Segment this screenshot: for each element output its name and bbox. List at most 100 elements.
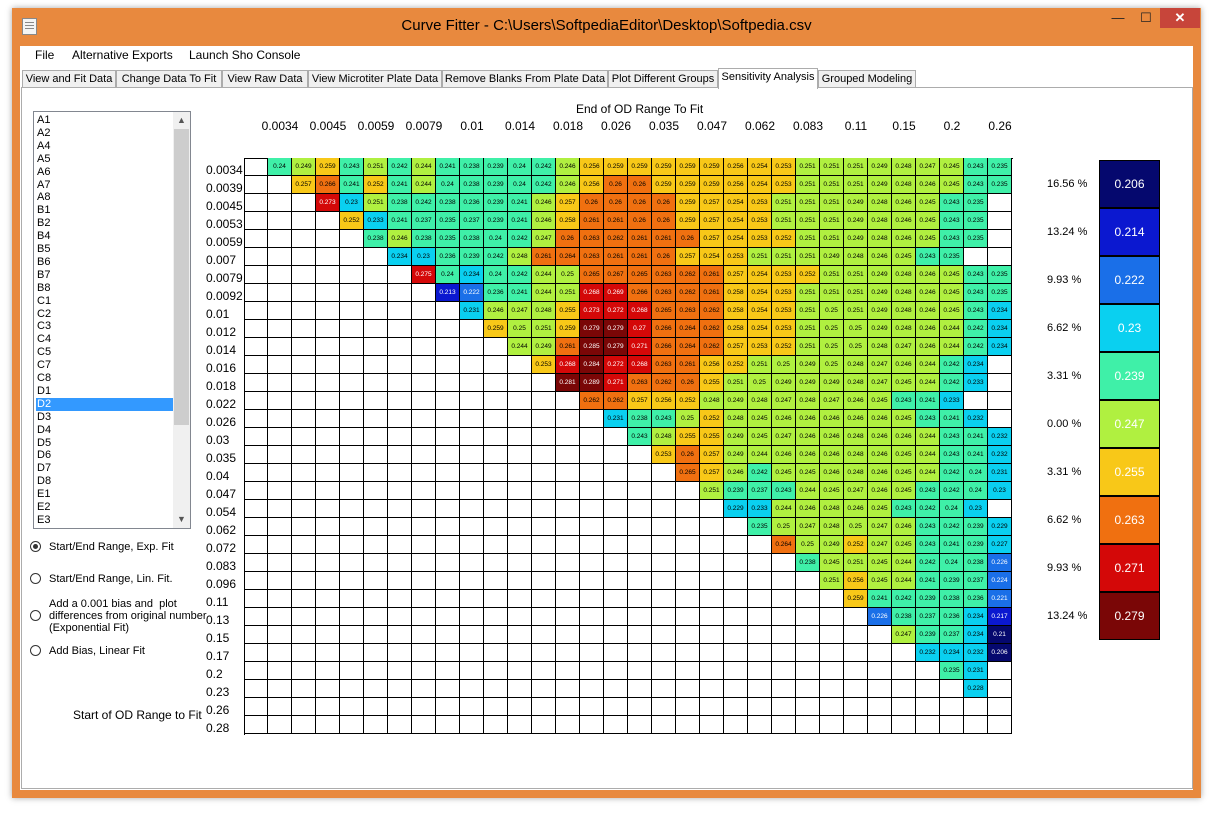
heatmap-cell xyxy=(316,338,340,356)
heatmap-cell xyxy=(652,500,676,518)
radio-dot-icon[interactable] xyxy=(30,573,41,584)
tab-remove-blanks[interactable]: Remove Blanks From Plate Data xyxy=(442,70,608,88)
list-item[interactable]: D3 xyxy=(37,410,52,423)
heatmap-cell xyxy=(244,320,268,338)
list-item[interactable]: C5 xyxy=(37,346,52,359)
radio-dot-icon[interactable] xyxy=(30,610,41,621)
heatmap-cell xyxy=(652,482,676,500)
radio-dot-icon[interactable] xyxy=(30,541,41,552)
well-listbox[interactable]: A1 A2 A4 A5 A6 A7 A8 B1 B2 B4 B5 B6 B7 B8 C1 C2 C3 C4 C5 C7… xyxy=(33,111,191,529)
heatmap-cell xyxy=(604,644,628,662)
heatmap-cell xyxy=(868,716,892,734)
heatmap-cell: 0.243 xyxy=(916,518,940,536)
list-item[interactable]: C7 xyxy=(37,359,52,372)
list-item[interactable]: C4 xyxy=(37,333,52,346)
row-tick-label: 0.0059 xyxy=(206,235,243,249)
heatmap-cell xyxy=(436,518,460,536)
radio-dot-icon[interactable] xyxy=(30,645,41,656)
tab-view-microtiter-plate-data[interactable]: View Microtiter Plate Data xyxy=(308,70,442,88)
heatmap-cell: 0.242 xyxy=(412,194,436,212)
heatmap-cell xyxy=(748,608,772,626)
list-item[interactable]: D6 xyxy=(37,449,52,462)
list-item[interactable]: A2 xyxy=(37,126,51,139)
heatmap-cell: 0.25 xyxy=(844,518,868,536)
list-item[interactable]: C2 xyxy=(37,307,52,320)
heatmap-cell xyxy=(580,608,604,626)
heatmap-cell xyxy=(508,536,532,554)
legend-swatch: 0.214 xyxy=(1099,208,1160,256)
list-item[interactable]: A1 xyxy=(37,114,51,126)
heatmap-cell: 0.253 xyxy=(772,266,796,284)
scroll-down-icon[interactable]: ▼ xyxy=(177,514,186,524)
menu-file[interactable]: File xyxy=(35,48,55,62)
list-item[interactable]: B1 xyxy=(37,204,51,217)
list-item[interactable]: D8 xyxy=(37,475,52,488)
heatmap-cell: 0.261 xyxy=(676,356,700,374)
list-item[interactable]: B4 xyxy=(37,230,51,243)
list-item[interactable]: A5 xyxy=(37,152,51,165)
list-item[interactable]: D7 xyxy=(37,462,52,475)
heatmap-cell xyxy=(340,248,364,266)
list-item[interactable]: C8 xyxy=(37,372,52,384)
tab-view-and-fit-data[interactable]: View and Fit Data xyxy=(22,70,116,88)
list-item[interactable]: C1 xyxy=(37,294,52,307)
heatmap-cell: 0.25 xyxy=(844,320,868,338)
list-item[interactable]: B8 xyxy=(37,281,51,294)
heatmap-cell xyxy=(244,284,268,302)
tab-plot-different-groups[interactable]: Plot Different Groups xyxy=(608,70,718,88)
list-item[interactable]: B7 xyxy=(37,268,51,281)
tab-view-raw-data[interactable]: View Raw Data xyxy=(222,70,308,88)
heatmap-cell: 0.251 xyxy=(796,176,820,194)
heatmap-cell: 0.26 xyxy=(628,212,652,230)
option-label: Add Bias, Linear Fit xyxy=(49,645,145,657)
list-item[interactable]: B6 xyxy=(37,255,51,268)
minimize-button[interactable]: — xyxy=(1111,10,1125,25)
heatmap-cell: 0.261 xyxy=(700,266,724,284)
list-item[interactable]: D1 xyxy=(37,384,52,397)
list-scrollbar[interactable]: ▲ ▼ xyxy=(173,112,190,528)
heatmap-cell xyxy=(412,284,436,302)
heatmap-cell: 0.247 xyxy=(820,392,844,410)
heatmap-cell: 0.247 xyxy=(844,482,868,500)
list-item[interactable]: E1 xyxy=(37,488,51,501)
heatmap-cell: 0.245 xyxy=(820,554,844,572)
menu-launch-sho-console[interactable]: Launch Sho Console xyxy=(189,48,301,62)
tab-grouped-modeling[interactable]: Grouped Modeling xyxy=(818,70,916,88)
list-item[interactable]: D5 xyxy=(37,436,52,449)
heatmap-cell: 0.245 xyxy=(868,554,892,572)
heatmap-cell: 0.243 xyxy=(916,536,940,554)
heatmap-cell xyxy=(244,626,268,644)
tab-sensitivity-analysis[interactable]: Sensitivity Analysis xyxy=(718,68,818,89)
tab-change-data-to-fit[interactable]: Change Data To Fit xyxy=(116,70,222,88)
heatmap-cell: 0.213 xyxy=(436,284,460,302)
list-item[interactable]: D2 xyxy=(36,397,173,411)
heatmap-cell: 0.262 xyxy=(580,392,604,410)
heatmap-cell xyxy=(364,518,388,536)
heatmap-cell xyxy=(268,644,292,662)
heatmap-cell: 0.229 xyxy=(988,518,1012,536)
list-item[interactable]: B5 xyxy=(37,243,51,255)
maximize-button[interactable]: ☐ xyxy=(1140,10,1152,25)
list-item[interactable]: A4 xyxy=(37,139,51,152)
heatmap-cell: 0.221 xyxy=(988,590,1012,608)
list-item[interactable]: E2 xyxy=(37,501,51,513)
list-item[interactable]: D4 xyxy=(37,423,52,436)
heatmap-cell xyxy=(556,644,580,662)
heatmap-cell xyxy=(244,536,268,554)
heatmap-cell xyxy=(484,572,508,590)
close-button[interactable]: ✕ xyxy=(1160,8,1200,28)
scroll-thumb[interactable] xyxy=(174,129,189,425)
list-item[interactable]: C3 xyxy=(37,320,52,333)
heatmap-cell xyxy=(724,536,748,554)
list-item[interactable]: A6 xyxy=(37,165,51,178)
list-item[interactable]: E3 xyxy=(37,513,51,526)
list-item[interactable]: B2 xyxy=(37,217,51,230)
heatmap-cell: 0.243 xyxy=(964,266,988,284)
list-item[interactable]: A7 xyxy=(37,178,51,191)
list-item[interactable]: A8 xyxy=(37,191,51,204)
heatmap-cell xyxy=(892,644,916,662)
title-bar[interactable]: Curve Fitter - C:\Users\SoftpediaEditor\… xyxy=(12,8,1201,46)
heatmap-cell xyxy=(244,698,268,716)
scroll-up-icon[interactable]: ▲ xyxy=(177,115,186,125)
menu-alternative-exports[interactable]: Alternative Exports xyxy=(72,48,173,62)
